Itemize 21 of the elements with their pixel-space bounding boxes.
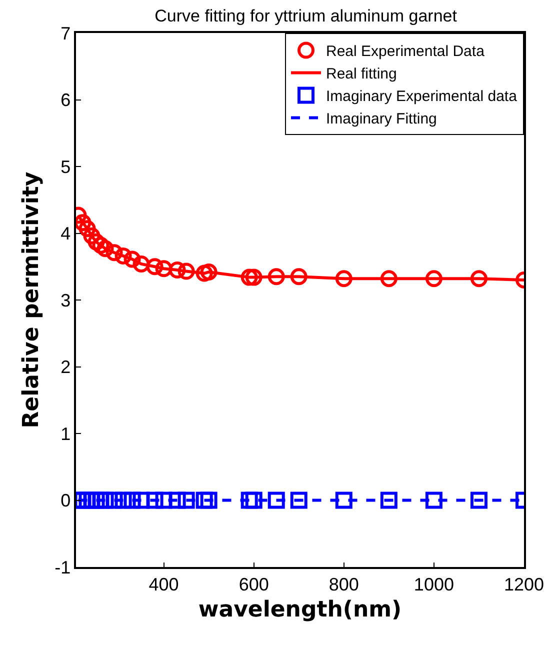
x-tick-label: 1000 [414,574,454,594]
legend-label: Real Experimental Data [326,43,486,60]
x-tick-label: 1200 [504,574,544,594]
y-tick-label: 4 [60,224,71,244]
x-tick-label: 400 [148,574,179,594]
y-tick-label: 6 [60,90,71,110]
y-tick-label: 7 [60,23,71,44]
y-axis-title: Relative permittivity [18,172,44,428]
legend-label: Real fitting [326,66,397,83]
y-tick-label: 0 [60,490,71,511]
x-tick-label: 800 [328,574,359,594]
x-axis-title: wavelength(nm) [198,598,402,623]
y-tick-label: 2 [60,357,71,378]
y-tick-label: 1 [60,424,71,444]
legend-label: Imaginary Fitting [326,110,437,128]
legend-label: Imaginary Experimental data [326,88,518,106]
y-tick-label: -1 [54,557,71,578]
chart-title: Curve fitting for yttrium aluminum garnet [154,6,458,26]
x-tick-label: 600 [238,574,269,594]
y-tick-label: 5 [60,156,71,177]
y-tick-label: 3 [60,290,71,310]
